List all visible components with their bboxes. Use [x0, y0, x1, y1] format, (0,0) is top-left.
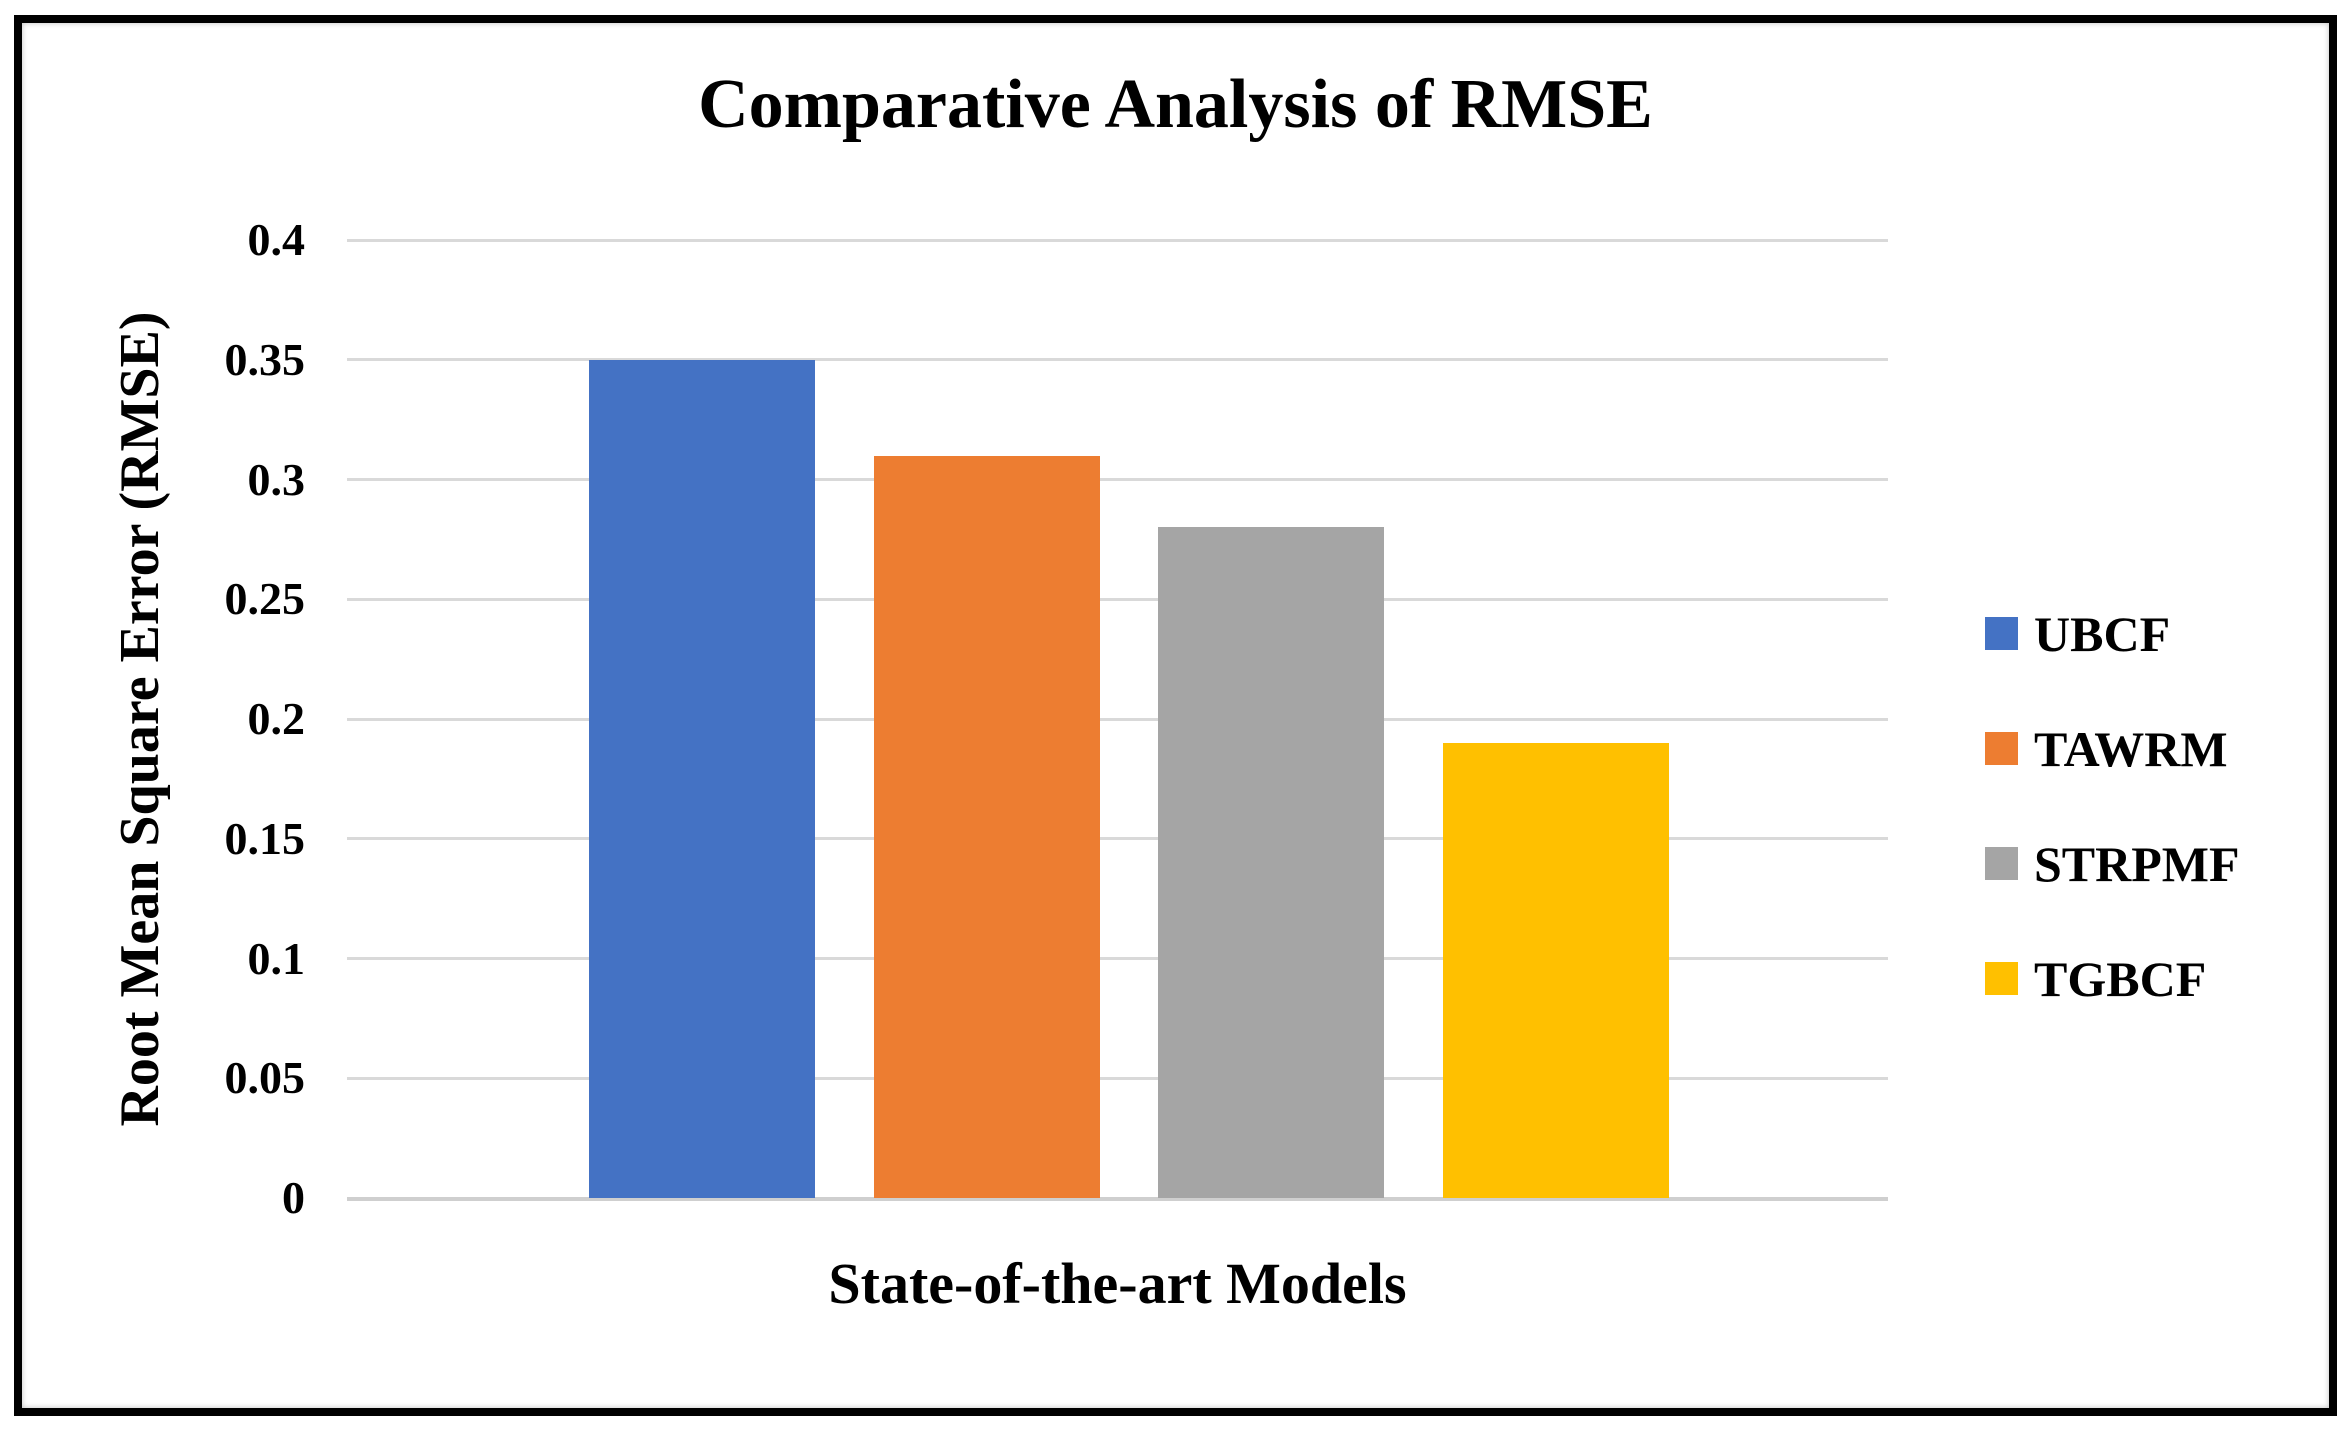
x-axis-title: State-of-the-art Models	[828, 1251, 1407, 1316]
y-tick-label: 0.2	[247, 693, 306, 744]
gridline	[347, 717, 1888, 721]
legend-label: UBCF	[2034, 605, 2171, 662]
legend-item-strpmf: STRPMF	[1985, 806, 2240, 921]
gridline	[347, 478, 1888, 481]
legend-label: TGBCF	[2034, 950, 2207, 1007]
gridline	[347, 597, 1888, 601]
gridline	[347, 837, 1888, 841]
gridline	[347, 957, 1888, 960]
gridline	[347, 358, 1888, 362]
y-tick-label: 0.35	[224, 333, 306, 385]
legend-swatch-icon	[1985, 847, 2018, 880]
bar-ubcf	[589, 359, 815, 1198]
bar-tawrm	[873, 455, 1100, 1198]
y-tick-label: 0.05	[224, 1052, 306, 1104]
chart-title: Comparative Analysis of RMSE	[698, 66, 1653, 143]
legend-label: TAWRM	[2034, 720, 2228, 777]
y-tick-label: 0.1	[247, 932, 306, 984]
legend-item-tgbcf: TGBCF	[1985, 921, 2240, 1036]
legend-label: STRPMF	[2034, 835, 2240, 892]
y-axis-title: Root Mean Square Error (RMSE)	[109, 311, 171, 1127]
legend-swatch-icon	[1985, 962, 2018, 995]
gridline	[347, 238, 1888, 242]
y-tick-label: 0.4	[247, 214, 306, 265]
gridline	[347, 1076, 1888, 1080]
bar-tgbcf	[1443, 742, 1670, 1198]
legend-swatch-icon	[1985, 617, 2018, 650]
bar-strpmf	[1158, 527, 1385, 1198]
legend-item-ubcf: UBCF	[1985, 576, 2240, 691]
y-tick-label: 0	[282, 1172, 305, 1223]
x-axis-line	[347, 1196, 1888, 1201]
y-tick-label: 0.3	[247, 453, 306, 505]
legend: UBCF TAWRM STRPMF TGBCF	[1985, 576, 2240, 1036]
y-tick-label: 0.25	[224, 573, 306, 625]
legend-swatch-icon	[1985, 732, 2018, 765]
legend-item-tawrm: TAWRM	[1985, 691, 2240, 806]
y-tick-label: 0.15	[224, 812, 306, 864]
